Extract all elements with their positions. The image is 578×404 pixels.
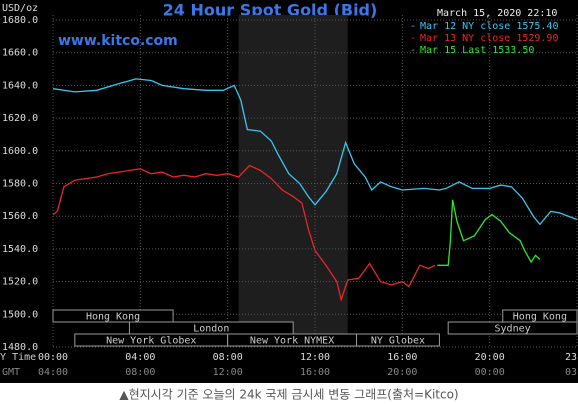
timestamp: March 15, 2020 22:10 [437, 8, 557, 19]
y-tick-label: 1680.0 [2, 15, 38, 26]
caption: ▲현지시각 기준 오늘의 24k 국제 금시세 변동 그래프(출처=Kitco) [119, 388, 458, 402]
x-tick-label: 04:00 [125, 352, 155, 363]
price-line [52, 164, 436, 302]
shade-region [238, 15, 348, 347]
x-axis-label: GMT [2, 367, 20, 378]
x-tick-label: 16:00 [387, 352, 417, 363]
x-tick-label-gmt: 08:00 [125, 367, 155, 378]
legend-marker: - [410, 45, 416, 56]
x-tick-label-gmt: 04:00 [38, 367, 68, 378]
session-box [52, 309, 174, 323]
x-tick-label: 08:00 [213, 352, 243, 363]
session-label: Hong Kong [513, 312, 567, 323]
session-label: London [193, 324, 229, 335]
session-label: Sydney [495, 324, 531, 335]
y-tick-label: 1560.0 [2, 211, 38, 222]
x-tick-label: 00:00 [38, 352, 68, 363]
price-line [437, 199, 541, 266]
legend-label: Mar 15 Last 1533.50 [420, 45, 534, 56]
legend-label: Mar 13 NY close 1529.90 [420, 33, 558, 44]
unit-label: USD/oz [2, 3, 38, 14]
y-tick-label: 1540.0 [2, 244, 38, 255]
session-label: New York Globex [106, 336, 196, 347]
x-tick-label: 20:00 [475, 352, 505, 363]
x-tick-label: 23:5 [565, 352, 578, 363]
x-tick-label-gmt: 03:5 [565, 367, 578, 378]
legend-marker: - [410, 21, 416, 32]
session-label: New York NYMEX [250, 336, 334, 347]
x-tick-label-gmt: 16:00 [300, 367, 330, 378]
y-tick-label: 1520.0 [2, 277, 38, 288]
y-tick-label: 1660.0 [2, 48, 38, 59]
legend-marker: - [410, 33, 416, 44]
price-line [52, 78, 578, 226]
y-tick-label: 1580.0 [2, 179, 38, 190]
chart-title: 24 Hour Spot Gold (Bid) [163, 1, 378, 20]
session-box [355, 333, 440, 347]
x-axis-label: NY Time [0, 352, 36, 363]
site-label: www.kitco.com [58, 33, 178, 49]
y-tick-label: 1500.0 [2, 309, 38, 320]
session-box [502, 309, 578, 323]
y-tick-label: 1600.0 [2, 146, 38, 157]
y-tick-label: 1640.0 [2, 80, 38, 91]
x-tick-label: 12:00 [300, 352, 330, 363]
y-tick-label: 1480.0 [2, 342, 38, 353]
session-label: Hong Kong [86, 312, 140, 323]
x-tick-label-gmt: 12:00 [213, 367, 243, 378]
x-tick-label-gmt: 20:00 [387, 367, 417, 378]
legend-label: Mar 12 NY close 1575.40 [420, 21, 558, 32]
x-tick-label-gmt: 00:00 [475, 367, 505, 378]
session-label: NY Globex [371, 336, 425, 347]
y-tick-label: 1620.0 [2, 113, 38, 124]
